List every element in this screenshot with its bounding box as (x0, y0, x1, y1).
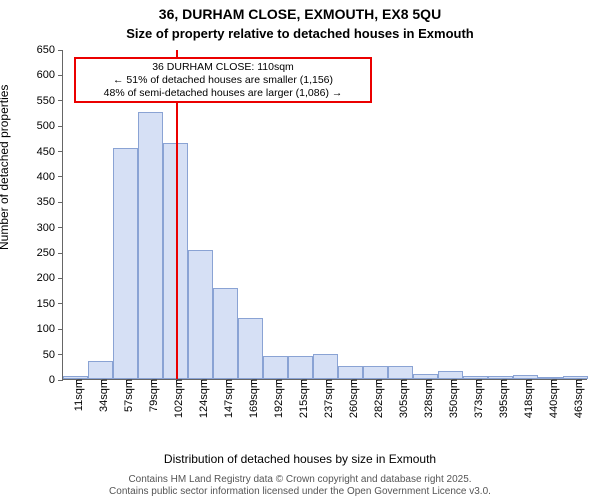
histogram-bar (288, 356, 313, 379)
x-tick-label: 102sqm (167, 379, 185, 418)
y-tick-label: 300 (37, 222, 63, 234)
y-tick-label: 0 (49, 374, 63, 386)
histogram-bar (438, 371, 463, 379)
property-size-chart: 36, DURHAM CLOSE, EXMOUTH, EX8 5QU Size … (0, 0, 600, 500)
x-tick-label: 11sqm (67, 379, 85, 411)
callout-smaller: ← 51% of detached houses are smaller (1,… (113, 74, 333, 86)
x-tick-label: 147sqm (217, 379, 235, 418)
x-tick-label: 373sqm (467, 379, 485, 418)
x-tick-label: 463sqm (567, 379, 585, 418)
callout-title: 36 DURHAM CLOSE: 110sqm (152, 61, 294, 73)
chart-title: 36, DURHAM CLOSE, EXMOUTH, EX8 5QU (0, 6, 600, 22)
y-tick-label: 350 (37, 196, 63, 208)
y-tick-label: 250 (37, 247, 63, 259)
y-tick-label: 50 (43, 349, 63, 361)
histogram-bar (238, 318, 263, 379)
x-tick-label: 395sqm (492, 379, 510, 418)
caption-line-2: Contains public sector information licen… (109, 486, 491, 497)
x-tick-label: 282sqm (367, 379, 385, 418)
histogram-bar (263, 356, 288, 379)
x-tick-label: 440sqm (542, 379, 560, 418)
histogram-bar (363, 366, 388, 379)
y-tick-label: 150 (37, 298, 63, 310)
y-tick-label: 500 (37, 120, 63, 132)
x-tick-label: 328sqm (417, 379, 435, 418)
y-tick-label: 550 (37, 95, 63, 107)
y-tick-label: 200 (37, 272, 63, 284)
histogram-bar (88, 361, 113, 379)
property-callout: 36 DURHAM CLOSE: 110sqm ← 51% of detache… (74, 57, 372, 103)
y-tick-label: 650 (37, 44, 63, 56)
y-tick-label: 600 (37, 69, 63, 81)
x-tick-label: 237sqm (317, 379, 335, 418)
histogram-bar (188, 250, 213, 379)
y-tick-label: 450 (37, 146, 63, 158)
data-source-caption: Contains HM Land Registry data © Crown c… (0, 474, 600, 498)
x-tick-label: 57sqm (117, 379, 135, 412)
x-tick-label: 350sqm (442, 379, 460, 418)
chart-subtitle: Size of property relative to detached ho… (0, 26, 600, 41)
x-tick-label: 34sqm (92, 379, 110, 412)
y-tick-label: 100 (37, 323, 63, 335)
x-tick-label: 192sqm (267, 379, 285, 418)
x-tick-label: 124sqm (192, 379, 210, 418)
histogram-bar (338, 366, 363, 379)
histogram-bar (388, 366, 413, 379)
x-tick-label: 79sqm (142, 379, 160, 412)
x-tick-label: 418sqm (517, 379, 535, 418)
x-tick-label: 260sqm (342, 379, 360, 418)
caption-line-1: Contains HM Land Registry data © Crown c… (128, 474, 471, 485)
histogram-bar (113, 148, 138, 379)
histogram-bar (313, 354, 338, 379)
x-axis-label: Distribution of detached houses by size … (0, 452, 600, 466)
histogram-bar (138, 112, 163, 379)
x-tick-label: 169sqm (242, 379, 260, 418)
callout-larger: 48% of semi-detached houses are larger (… (104, 87, 343, 99)
x-tick-label: 215sqm (292, 379, 310, 418)
x-tick-label: 305sqm (392, 379, 410, 418)
y-axis-label: Number of detached properties (0, 85, 11, 250)
histogram-bar (213, 288, 238, 379)
y-tick-label: 400 (37, 171, 63, 183)
